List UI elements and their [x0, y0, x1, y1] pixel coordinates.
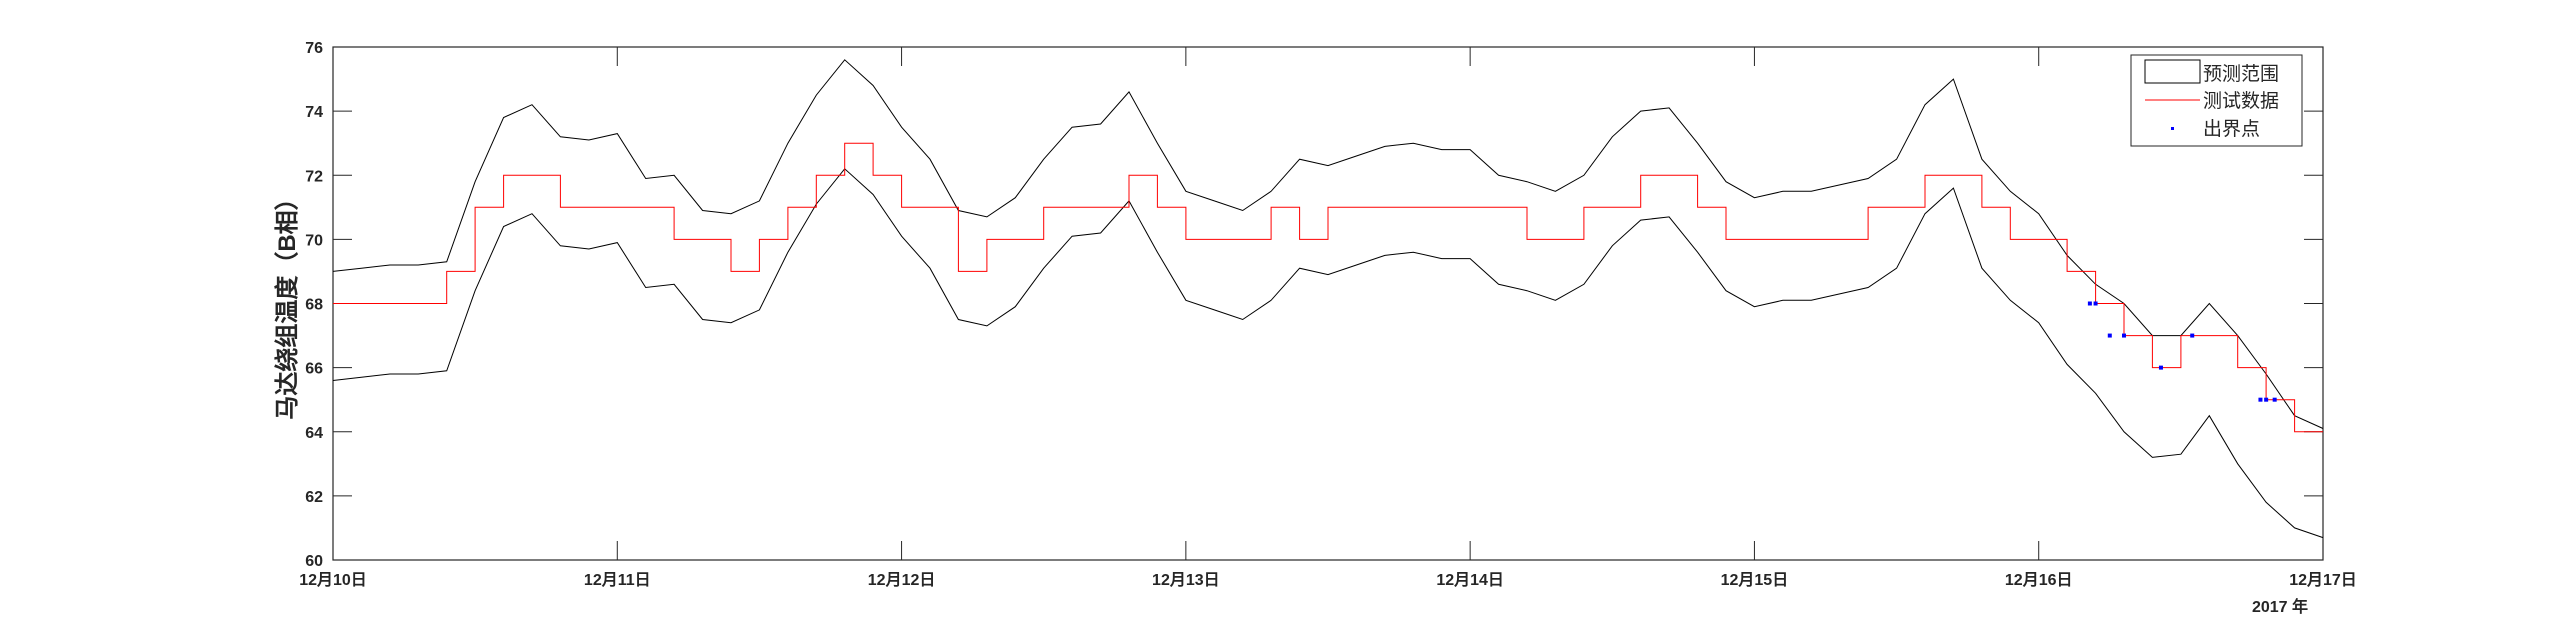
x-tick-label: 12月14日 — [1436, 571, 1504, 589]
y-axis-label: 马达绕组温度（B相） — [273, 186, 301, 419]
out-of-bound-point — [2093, 301, 2098, 306]
y-tick-label: 74 — [305, 104, 323, 121]
out-of-bound-point — [2107, 333, 2112, 338]
lower-bound-line — [332, 168, 2324, 539]
out-of-bound-point — [2264, 397, 2269, 402]
legend-label-range: 预测范围 — [2203, 63, 2279, 85]
x-axis: 12月10日 12月11日 12月12日 12月13日 12月14日 12月15日 12月1… — [299, 47, 2357, 589]
y-tick-label: 68 — [305, 297, 323, 314]
out-of-bound-point — [2272, 397, 2277, 402]
out-of-bound-point — [2190, 333, 2195, 338]
legend-point-swatch — [2171, 127, 2174, 130]
x-tick-label: 12月10日 — [299, 571, 367, 589]
x-tick-label: 12月11日 — [584, 571, 651, 589]
x-tick-label: 12月17日 — [2289, 571, 2357, 589]
legend-label-test: 测试数据 — [2203, 90, 2279, 112]
y-tick-label: 76 — [305, 40, 323, 57]
out-of-bound-point — [2258, 397, 2263, 402]
y-tick-label: 60 — [305, 553, 323, 570]
out-of-bound-point — [2122, 333, 2126, 338]
y-tick-label: 62 — [305, 489, 323, 506]
legend-band-swatch — [2144, 59, 2201, 84]
out-of-bound-point — [2087, 301, 2092, 306]
legend-label-outliers: 出界点 — [2203, 118, 2260, 140]
upper-bound-line — [332, 59, 2324, 429]
y-tick-label: 64 — [305, 425, 323, 442]
x-year-label: 2017 年 — [2252, 597, 2308, 616]
y-tick-label: 66 — [305, 361, 323, 378]
x-tick-label: 12月12日 — [868, 571, 936, 589]
y-tick-label: 70 — [305, 232, 323, 249]
out-of-bound-point — [2158, 365, 2163, 370]
x-tick-label: 12月16日 — [2005, 571, 2073, 589]
y-axis: 60 62 64 66 68 70 72 74 76 — [305, 40, 2323, 570]
y-tick-label: 72 — [305, 168, 323, 185]
test-data-line — [333, 142, 2323, 433]
x-tick-label: 12月15日 — [1721, 571, 1789, 589]
legend: 预测范围 测试数据 出界点 — [2130, 54, 2303, 147]
plot-area — [332, 46, 2324, 561]
x-tick-label: 12月13日 — [1152, 571, 1220, 589]
series-layer — [332, 59, 2324, 539]
